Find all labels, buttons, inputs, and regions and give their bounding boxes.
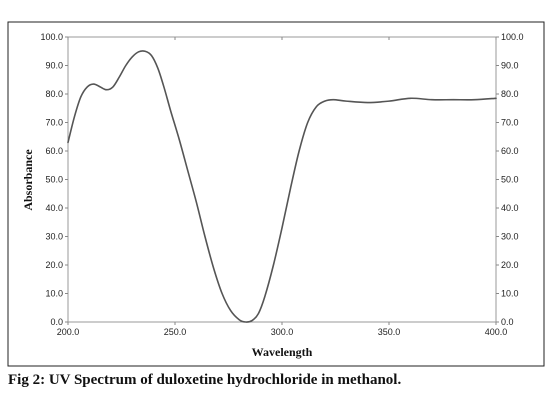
y-axis-title: Absorbance (21, 149, 35, 211)
y-axis-left: 0.0 10.0 20.0 30.0 40.0 50.0 60.0 70.0 80.0 90.0 1… (40, 32, 68, 327)
y-tick-label-left: 0.0 (50, 317, 63, 327)
y-tick-label-right: 70.0 (501, 118, 519, 128)
y-tick-label-left: 10.0 (45, 289, 63, 299)
plot-area-frame (67, 36, 497, 323)
series-line (67, 50, 497, 323)
y-tick-label-right: 40.0 (501, 203, 519, 213)
y-tick-label-right: 100.0 (501, 32, 524, 42)
y-tick-label-right: 60.0 (501, 146, 519, 156)
y-tick-label-left: 100.0 (40, 32, 63, 42)
y-tick-label-left: 40.0 (45, 203, 63, 213)
x-tick-label: 400.0 (485, 327, 508, 337)
x-tick-label: 200.0 (57, 327, 80, 337)
y-tick-label-right: 10.0 (501, 289, 519, 299)
x-tick-label: 250.0 (164, 327, 187, 337)
y-tick-label-right: 30.0 (501, 232, 519, 242)
x-tick-label: 350.0 (378, 327, 401, 337)
x-axis-title: Wavelength (252, 345, 313, 359)
y-tick-label-right: 20.0 (501, 260, 519, 270)
y-tick-label-left: 60.0 (45, 146, 63, 156)
y-tick-label-left: 90.0 (45, 61, 63, 71)
y-tick-label-right: 0.0 (501, 317, 514, 327)
y-tick-label-right: 80.0 (501, 89, 519, 99)
y-tick-label-right: 50.0 (501, 175, 519, 185)
y-tick-label-left: 20.0 (45, 260, 63, 270)
y-tick-label-right: 90.0 (501, 61, 519, 71)
y-tick-label-left: 50.0 (45, 175, 63, 185)
y-tick-label-left: 70.0 (45, 118, 63, 128)
y-tick-label-left: 30.0 (45, 232, 63, 242)
figure-border (7, 21, 545, 367)
figure-caption: Fig 2: UV Spectrum of duloxetine hydroch… (8, 372, 402, 388)
x-axis: 200.0 250.0 300.0 350.0 400.0 (57, 37, 508, 337)
y-tick-label-left: 80.0 (45, 89, 63, 99)
y-axis-right: 0.0 10.0 20.0 30.0 40.0 50.0 60.0 70.0 80.0 90.0 1… (496, 32, 524, 327)
x-tick-label: 300.0 (271, 327, 294, 337)
